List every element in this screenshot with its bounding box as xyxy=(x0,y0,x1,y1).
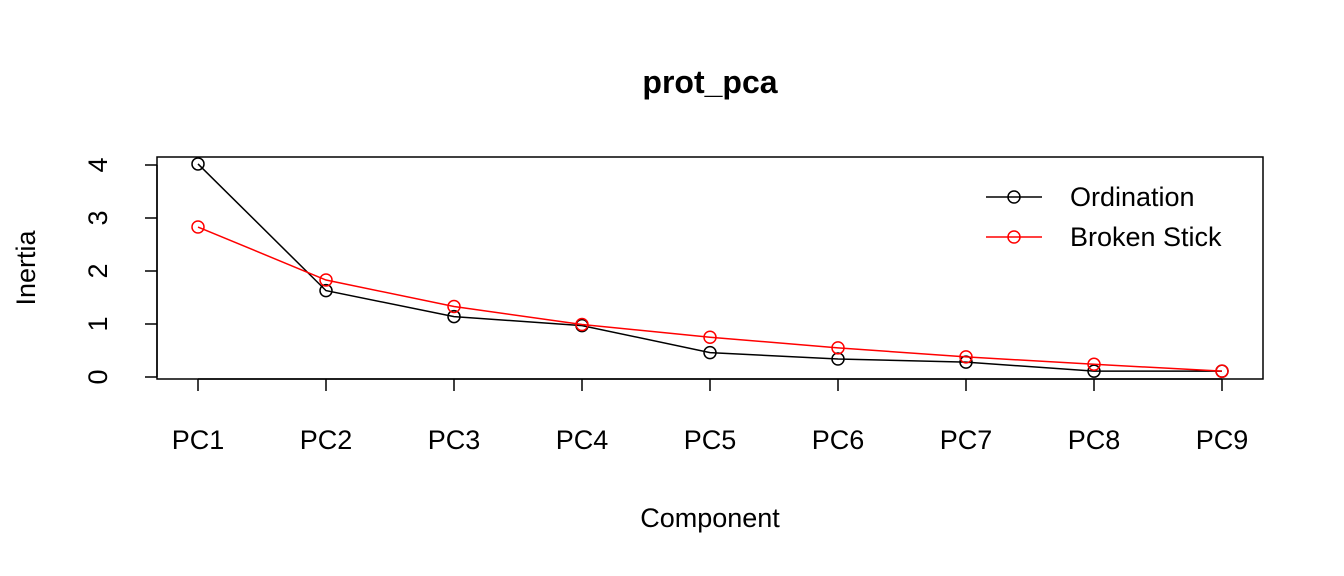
data-point-broken-stick xyxy=(575,317,589,332)
x-tick-label: PC3 xyxy=(428,425,481,455)
y-tick-label: 4 xyxy=(83,157,113,172)
x-tick-label: PC6 xyxy=(812,425,865,455)
x-tick-label: PC4 xyxy=(556,425,609,455)
data-point-broken-stick xyxy=(319,273,333,287)
data-point-ordination xyxy=(191,157,205,171)
data-point-broken-stick xyxy=(1087,357,1101,372)
series-broken-stick xyxy=(191,220,1229,378)
data-point-broken-stick xyxy=(1215,364,1229,378)
x-axis-label: Component xyxy=(640,503,780,533)
x-tick-label: PC8 xyxy=(1068,425,1121,455)
x-tick-label: PC1 xyxy=(172,425,225,455)
series-line-broken-stick xyxy=(197,226,1223,372)
y-tick-label: 3 xyxy=(83,210,113,225)
x-axis: PC1 PC2 PC3 PC4 PC5 PC6 PC7 PC8 PC9 xyxy=(172,378,1249,455)
data-point-ordination xyxy=(831,352,845,366)
data-point-ordination xyxy=(447,309,461,324)
y-tick-label: 2 xyxy=(83,263,113,278)
legend-marker-ordination xyxy=(1007,190,1021,204)
chart-title: prot_pca xyxy=(642,64,777,100)
y-axis: 0 1 2 3 4 xyxy=(83,157,158,385)
data-point-ordination xyxy=(703,345,717,360)
x-tick-label: PC5 xyxy=(684,425,737,455)
x-tick-label: PC2 xyxy=(300,425,353,455)
series-line-ordination xyxy=(197,163,1222,372)
legend-label-ordination: Ordination xyxy=(1070,182,1195,212)
legend: Ordination Broken Stick xyxy=(986,182,1222,252)
y-axis-label: Inertia xyxy=(11,229,41,305)
data-point-ordination xyxy=(319,283,333,298)
x-tick-label: PC7 xyxy=(940,425,993,455)
x-tick-label: PC9 xyxy=(1196,425,1249,455)
y-tick-label: 0 xyxy=(83,369,113,384)
data-point-broken-stick xyxy=(831,341,845,355)
legend-label-broken-stick: Broken Stick xyxy=(1070,222,1222,252)
data-point-broken-stick xyxy=(703,330,717,344)
y-tick-label: 1 xyxy=(83,316,113,331)
data-point-broken-stick xyxy=(959,350,973,364)
series-layer xyxy=(191,157,1229,378)
data-point-broken-stick xyxy=(191,220,205,234)
data-point-ordination xyxy=(1087,364,1101,378)
legend-marker-broken-stick xyxy=(1007,230,1021,244)
data-point-broken-stick xyxy=(447,299,461,314)
